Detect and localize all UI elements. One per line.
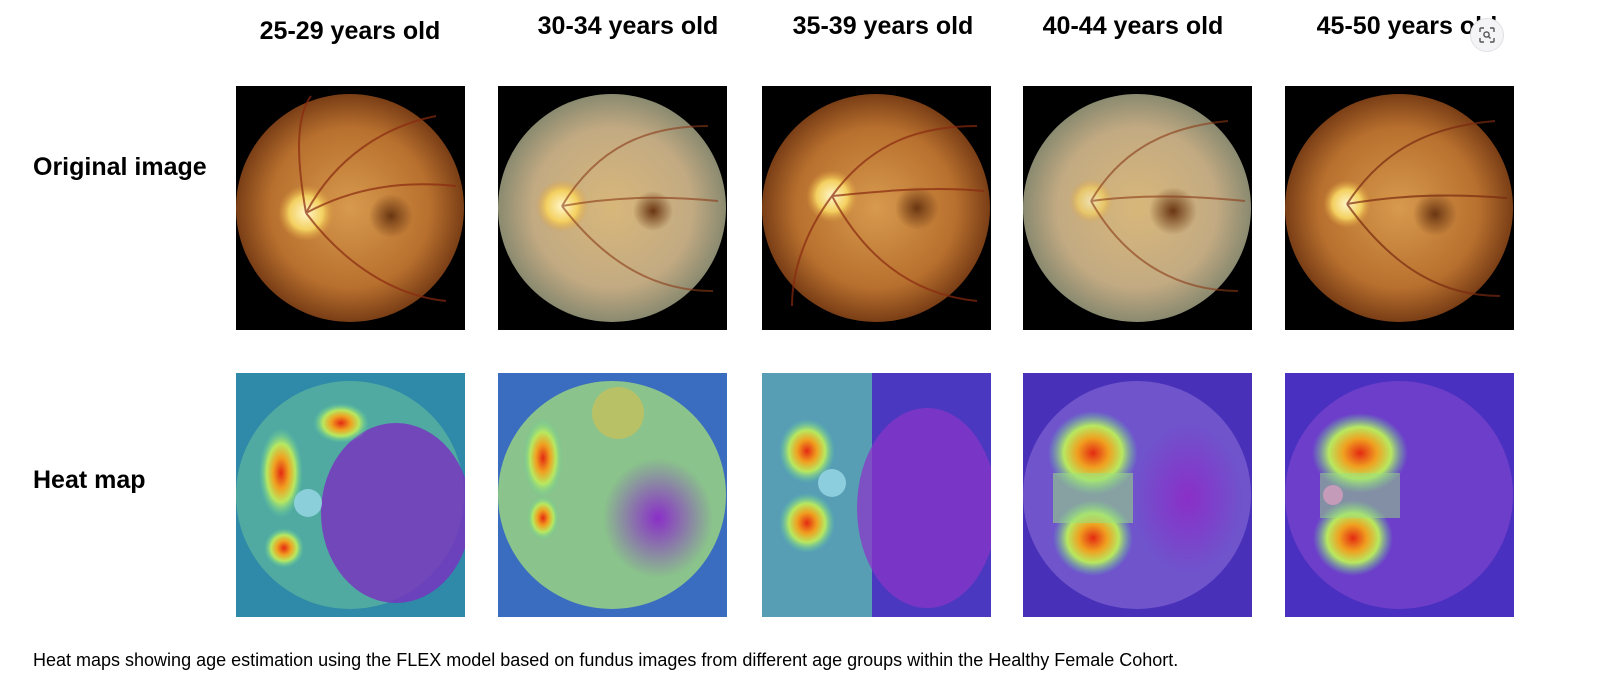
fundus-image-35-39 [762,86,991,330]
fundus-image-30-34 [498,86,727,330]
heatmap-image-45-50 [1285,373,1514,617]
visual-search-button[interactable] [1470,18,1504,52]
heatmap-image-40-44 [1023,373,1252,617]
column-title-25-29: 25-29 years old [259,17,441,45]
fundus-image-40-44 [1023,86,1252,330]
lens-scan-icon [1479,27,1495,43]
column-title-35-39: 35-39 years old [792,12,974,40]
column-title-40-44: 40-44 years old [1042,12,1224,40]
heatmap-image-30-34 [498,373,727,617]
column-title-30-34: 30-34 years old [537,12,719,40]
fundus-image-25-29 [236,86,465,330]
heatmap-image-25-29 [236,373,465,617]
row-label-heatmap: Heat map [33,466,146,494]
heatmap-image-35-39 [762,373,991,617]
fundus-image-45-50 [1285,86,1514,330]
column-title-45-50: 45-50 years old [1316,12,1498,40]
row-label-original: Original image [33,153,207,181]
figure-caption: Heat maps showing age estimation using t… [33,650,1179,670]
